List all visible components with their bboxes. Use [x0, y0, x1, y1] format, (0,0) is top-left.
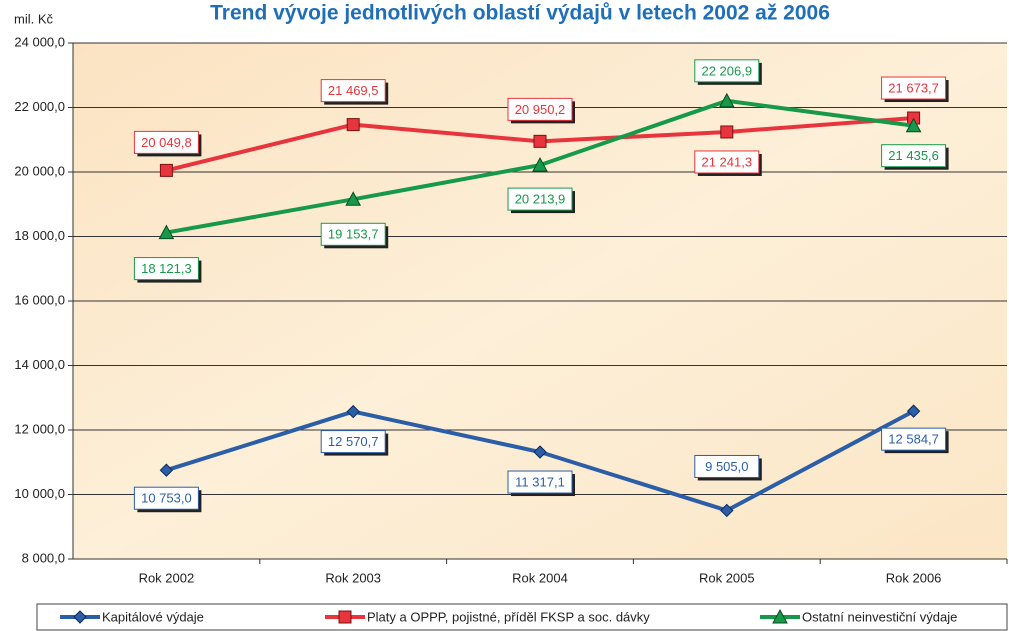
data-point — [159, 163, 173, 177]
x-tick-label: Rok 2003 — [325, 570, 381, 585]
y-tick-label: 20 000,0 — [14, 163, 65, 178]
data-label: 20 950,2 — [515, 102, 566, 117]
data-point — [158, 224, 175, 240]
label-box — [881, 427, 947, 451]
y-tick-label: 12 000,0 — [14, 421, 65, 436]
data-label: 21 435,6 — [888, 148, 939, 163]
data-label: 20 213,9 — [515, 192, 566, 207]
label-box — [320, 430, 386, 454]
label-box — [320, 79, 386, 103]
y-tick-label: 24 000,0 — [14, 34, 65, 49]
label-box — [507, 187, 573, 211]
data-label: 21 469,5 — [328, 83, 379, 98]
label-box — [694, 454, 760, 478]
label-box — [881, 144, 947, 168]
data-label: 20 049,8 — [141, 135, 192, 150]
y-tick-label: 18 000,0 — [14, 228, 65, 243]
legend-label: Kapitálové výdaje — [102, 609, 204, 624]
y-axis-label: mil. Kč — [14, 11, 54, 26]
legend-label: Platy a OPPP, pojistné, příděl FKSP a so… — [367, 609, 650, 624]
data-point — [532, 157, 548, 172]
data-label: 12 584,7 — [888, 432, 939, 447]
x-tick-label: Rok 2006 — [886, 570, 942, 585]
y-tick-label: 8 000,0 — [22, 550, 65, 565]
y-tick-label: 16 000,0 — [14, 292, 65, 307]
data-label: 22 206,9 — [701, 63, 752, 78]
x-tick-label: Rok 2002 — [139, 570, 195, 585]
y-tick-label: 14 000,0 — [14, 357, 65, 372]
label-box — [320, 222, 386, 246]
data-label: 21 673,7 — [888, 80, 939, 95]
data-point — [718, 92, 735, 108]
label-box — [507, 470, 573, 494]
label-box — [133, 486, 199, 510]
label-box — [133, 130, 199, 154]
label-box — [694, 150, 760, 174]
legend-label: Ostatní neinvestiční výdaje — [802, 609, 957, 624]
legend-marker — [338, 610, 352, 624]
data-point — [159, 463, 174, 477]
legend-marker — [73, 610, 87, 624]
data-label: 9 505,0 — [705, 459, 748, 474]
data-label: 21 241,3 — [701, 154, 752, 169]
label-box — [133, 257, 199, 281]
data-point — [346, 404, 360, 419]
data-label: 18 121,3 — [141, 261, 192, 276]
x-tick-label: Rok 2004 — [512, 570, 568, 585]
data-point — [533, 134, 547, 148]
data-point — [346, 118, 360, 132]
y-tick-label: 22 000,0 — [14, 99, 65, 114]
data-point — [905, 117, 922, 133]
chart-title: Trend vývoje jednotlivých oblastí výdajů… — [210, 2, 830, 25]
data-point — [720, 125, 734, 139]
label-box — [881, 76, 947, 100]
legend — [36, 603, 1008, 631]
legend-marker — [772, 608, 788, 624]
data-label: 19 153,7 — [328, 227, 379, 242]
data-point — [906, 404, 921, 418]
data-point — [345, 191, 362, 206]
x-tick-label: Rok 2005 — [699, 570, 755, 585]
y-tick-label: 10 000,0 — [14, 486, 65, 501]
data-label: 10 753,0 — [141, 491, 192, 506]
data-label: 12 570,7 — [328, 434, 379, 449]
label-box — [507, 97, 573, 121]
label-box — [694, 59, 760, 83]
data-point — [720, 503, 734, 518]
data-label: 11 317,1 — [515, 474, 565, 489]
data-point — [533, 445, 547, 459]
